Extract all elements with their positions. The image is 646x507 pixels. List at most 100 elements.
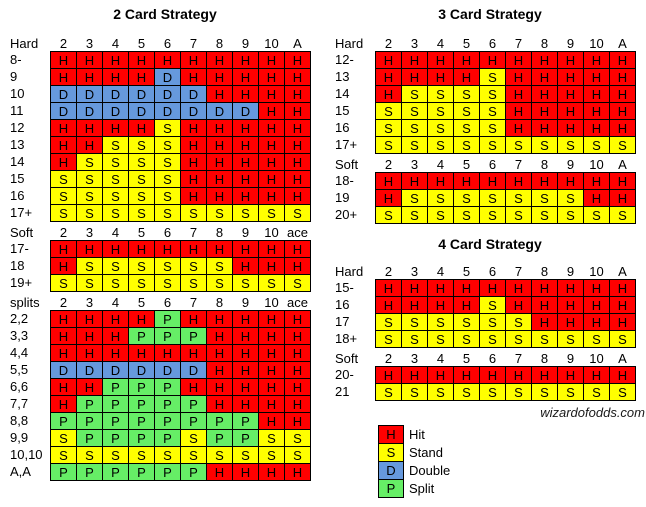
strategy-cell: S: [583, 206, 610, 224]
strategy-cell: H: [232, 463, 259, 481]
strategy-cell: H: [609, 296, 636, 314]
strategy-cell: H: [232, 136, 259, 154]
strategy-cell: H: [180, 187, 207, 205]
column-header: 10: [264, 225, 279, 240]
strategy-cell: S: [258, 429, 285, 447]
row-label: 17: [335, 314, 350, 329]
strategy-cell: H: [401, 51, 428, 69]
strategy-cell: S: [284, 274, 311, 292]
strategy-cell: H: [206, 344, 233, 362]
strategy-cell: S: [427, 119, 454, 137]
strategy-cell: H: [375, 366, 402, 384]
strategy-cell: S: [102, 136, 129, 154]
strategy-cell: D: [128, 85, 155, 103]
strategy-cell: H: [128, 119, 155, 137]
strategy-cell: S: [76, 257, 103, 275]
strategy-cell: H: [180, 153, 207, 171]
strategy-cell: H: [557, 119, 584, 137]
strategy-cell: S: [284, 204, 311, 222]
section-header-row: Hard 2 3 4 5 6 7 8 9 10 A: [335, 264, 645, 280]
column-header: 4: [111, 36, 120, 51]
row-label: 18: [10, 258, 25, 273]
column-header: 7: [514, 264, 523, 279]
strategy-cell: P: [154, 463, 181, 481]
column-header: 10: [264, 36, 279, 51]
column-header: A: [618, 351, 627, 366]
strategy-cell: H: [154, 51, 181, 69]
strategy-cell: S: [50, 446, 77, 464]
row-label: 9: [10, 69, 18, 84]
section-label: Hard: [335, 264, 364, 279]
strategy-cell: S: [50, 170, 77, 188]
strategy-cell: S: [583, 330, 610, 348]
strategy-cell: H: [505, 68, 532, 86]
column-header: 4: [436, 157, 445, 172]
strategy-cell: P: [102, 378, 129, 396]
strategy-cell: S: [479, 313, 506, 331]
strategy-cell: H: [154, 240, 181, 258]
strategy-cell: H: [557, 51, 584, 69]
strategy-cell: H: [531, 119, 558, 137]
section-header-row: Hard 2 3 4 5 6 7 8 9 10 A: [10, 36, 320, 52]
column-header: 4: [436, 264, 445, 279]
section-header-row: Soft 2 3 4 5 6 7 8 9 10 A: [335, 157, 645, 173]
strategy-cell: S: [453, 206, 480, 224]
strategy-cell: H: [531, 102, 558, 120]
strategy-cell: H: [557, 85, 584, 103]
strategy-cell: S: [206, 274, 233, 292]
strategy-cell: S: [232, 446, 259, 464]
strategy-row: 13 H H H H S H H H H H: [335, 68, 645, 86]
strategy-cell: H: [609, 172, 636, 190]
strategy-cell: S: [583, 383, 610, 401]
strategy-cell: D: [102, 102, 129, 120]
strategy-cell: H: [609, 366, 636, 384]
column-header: 8: [540, 157, 549, 172]
strategy-cell: S: [401, 206, 428, 224]
two-card-strategy-title: 2 Card Strategy: [113, 6, 217, 22]
row-label: 2,2: [10, 311, 29, 326]
strategy-cell: H: [206, 187, 233, 205]
strategy-cell: S: [375, 136, 402, 154]
strategy-cell: H: [583, 51, 610, 69]
strategy-row: 15 S S S S S H H H H H: [335, 102, 645, 120]
strategy-cell: H: [50, 136, 77, 154]
strategy-cell: H: [505, 279, 532, 297]
strategy-cell: S: [453, 383, 480, 401]
strategy-cell: H: [232, 361, 259, 379]
strategy-cell: S: [479, 383, 506, 401]
strategy-cell: H: [284, 327, 311, 345]
column-header: 2: [384, 351, 393, 366]
strategy-cell: H: [50, 119, 77, 137]
strategy-cell: H: [453, 172, 480, 190]
column-header: 9: [566, 264, 575, 279]
column-header: 4: [111, 295, 120, 310]
legend-label: Hit: [409, 427, 425, 442]
section-label: Soft: [10, 225, 34, 240]
strategy-cell: S: [206, 257, 233, 275]
strategy-cell: H: [453, 279, 480, 297]
strategy-cell: S: [505, 136, 532, 154]
strategy-cell: H: [232, 187, 259, 205]
strategy-cell: S: [453, 85, 480, 103]
strategy-cell: H: [375, 51, 402, 69]
row-label: 21: [335, 384, 350, 399]
row-label: 7,7: [10, 396, 29, 411]
strategy-cell: H: [232, 310, 259, 328]
strategy-cell: H: [232, 327, 259, 345]
column-header: A: [618, 157, 627, 172]
strategy-cell: S: [128, 153, 155, 171]
strategy-row: 21 S S S S S S S S S S: [335, 383, 645, 401]
strategy-cell: H: [258, 412, 285, 430]
strategy-cell: H: [76, 119, 103, 137]
strategy-cell: H: [531, 279, 558, 297]
strategy-cell: H: [531, 296, 558, 314]
three-card-strategy-table: Hard 2 3 4 5 6 7 8 9 10 A 12- H H H H H H H H H H 13 H H H H S H H H H H…: [335, 36, 645, 224]
strategy-row: 17 S S S S S S H H H H: [335, 313, 645, 331]
strategy-cell: H: [583, 296, 610, 314]
strategy-cell: P: [180, 463, 207, 481]
strategy-cell: H: [479, 172, 506, 190]
strategy-cell: H: [557, 313, 584, 331]
column-header: 7: [514, 157, 523, 172]
strategy-cell: S: [128, 446, 155, 464]
strategy-cell: H: [375, 279, 402, 297]
